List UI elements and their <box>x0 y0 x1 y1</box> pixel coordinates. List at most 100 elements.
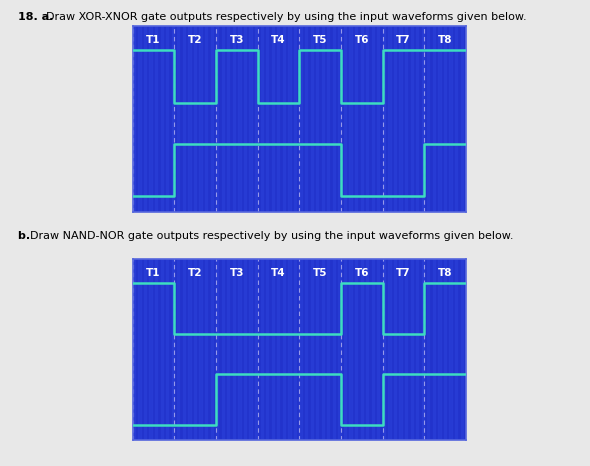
Bar <box>372 26 374 212</box>
Bar <box>427 26 430 212</box>
Bar <box>405 259 407 440</box>
Bar <box>438 26 441 212</box>
Bar <box>138 26 140 212</box>
Text: T3: T3 <box>230 35 244 45</box>
Bar <box>205 26 207 212</box>
Bar <box>205 259 207 440</box>
Bar <box>144 26 146 212</box>
Bar <box>432 26 435 212</box>
Bar <box>261 26 263 212</box>
Bar <box>444 259 446 440</box>
Bar <box>310 259 313 440</box>
Bar <box>227 259 230 440</box>
Text: T8: T8 <box>438 35 453 45</box>
Bar <box>289 259 290 440</box>
Bar <box>155 259 157 440</box>
Bar <box>160 259 163 440</box>
Bar <box>172 259 174 440</box>
Bar <box>432 259 435 440</box>
Text: T1: T1 <box>146 267 161 278</box>
Bar <box>250 26 252 212</box>
Bar <box>366 259 368 440</box>
Bar <box>227 26 230 212</box>
Bar <box>461 259 463 440</box>
Bar <box>133 259 135 440</box>
Bar <box>211 259 213 440</box>
Bar <box>277 26 280 212</box>
Bar <box>238 259 241 440</box>
Bar <box>461 26 463 212</box>
Text: T5: T5 <box>313 267 327 278</box>
Bar <box>188 259 191 440</box>
Bar <box>411 259 413 440</box>
Bar <box>411 26 413 212</box>
Bar <box>255 26 257 212</box>
Text: T7: T7 <box>396 267 411 278</box>
Bar <box>444 26 446 212</box>
Bar <box>383 259 385 440</box>
Bar <box>438 259 441 440</box>
Bar <box>166 26 168 212</box>
Bar <box>327 26 329 212</box>
Bar <box>238 26 241 212</box>
Bar <box>183 26 185 212</box>
Bar <box>394 259 396 440</box>
Bar <box>305 26 307 212</box>
Bar <box>199 26 202 212</box>
Bar <box>349 259 352 440</box>
Bar <box>422 26 424 212</box>
Bar <box>266 259 268 440</box>
Bar <box>316 26 319 212</box>
Bar <box>372 259 374 440</box>
Bar <box>422 259 424 440</box>
Bar <box>310 26 313 212</box>
Bar <box>194 259 196 440</box>
Bar <box>338 259 340 440</box>
Bar <box>455 26 457 212</box>
Bar <box>427 259 430 440</box>
Text: T7: T7 <box>396 35 411 45</box>
Text: T8: T8 <box>438 267 453 278</box>
Bar <box>283 259 285 440</box>
Bar <box>344 26 346 212</box>
Bar <box>177 259 179 440</box>
Bar <box>177 26 179 212</box>
Bar <box>211 26 213 212</box>
Bar <box>416 26 418 212</box>
Bar <box>455 259 457 440</box>
Bar <box>294 26 296 212</box>
Bar <box>305 259 307 440</box>
Bar <box>299 259 301 440</box>
Bar <box>450 26 452 212</box>
Bar <box>316 259 319 440</box>
Bar <box>360 259 363 440</box>
Bar <box>149 259 152 440</box>
Bar <box>338 26 340 212</box>
Bar <box>394 26 396 212</box>
Bar <box>388 259 391 440</box>
Bar <box>216 259 218 440</box>
Bar <box>216 26 218 212</box>
Bar <box>399 259 402 440</box>
Bar <box>183 259 185 440</box>
Bar <box>322 26 324 212</box>
Text: T1: T1 <box>146 35 161 45</box>
Bar <box>261 259 263 440</box>
Bar <box>271 26 274 212</box>
Text: Draw NAND-NOR gate outputs respectively by using the input waveforms given below: Draw NAND-NOR gate outputs respectively … <box>30 231 513 240</box>
Bar <box>333 26 335 212</box>
Bar <box>244 259 246 440</box>
Bar <box>232 26 235 212</box>
Bar <box>250 259 252 440</box>
Bar <box>149 26 152 212</box>
Bar <box>266 26 268 212</box>
Bar <box>133 26 135 212</box>
Bar <box>283 26 285 212</box>
Bar <box>271 259 274 440</box>
Bar <box>355 26 357 212</box>
Bar <box>349 26 352 212</box>
Bar <box>377 259 379 440</box>
Bar <box>289 26 290 212</box>
Text: T4: T4 <box>271 267 286 278</box>
Bar <box>172 26 174 212</box>
